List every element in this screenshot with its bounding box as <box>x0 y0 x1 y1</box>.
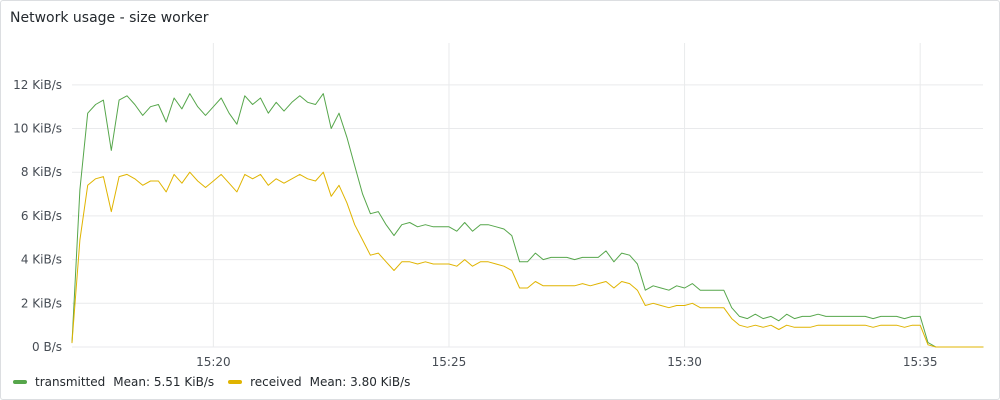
legend-item-received[interactable]: received Mean: 3.80 KiB/s <box>228 375 410 389</box>
y-tick-label: 0 B/s <box>32 340 62 354</box>
legend-mean-value: Mean: 5.51 KiB/s <box>113 375 215 389</box>
y-tick-label: 4 KiB/s <box>21 253 62 267</box>
y-tick-label: 12 KiB/s <box>13 78 62 92</box>
x-tick-label: 15:30 <box>667 355 702 369</box>
y-tick-label: 8 KiB/s <box>21 165 62 179</box>
panel-title: Network usage - size worker <box>10 10 209 26</box>
y-tick-label: 10 KiB/s <box>13 122 62 136</box>
legend-series-name: transmitted <box>35 375 106 389</box>
series-line-transmitted[interactable] <box>71 93 984 348</box>
legend-swatch <box>228 380 243 384</box>
legend: transmitted Mean: 5.51 KiB/s received Mean:… <box>13 373 424 391</box>
legend-mean-value: Mean: 3.80 KiB/s <box>309 375 411 389</box>
x-tick-label: 15:25 <box>432 355 467 369</box>
y-tick-label: 2 KiB/s <box>21 296 62 310</box>
legend-item-transmitted[interactable]: transmitted Mean: 5.51 KiB/s <box>13 375 214 389</box>
series-line-received[interactable] <box>71 171 984 348</box>
panel-header[interactable]: Network usage - size worker <box>10 8 208 28</box>
x-tick-label: 15:20 <box>196 355 231 369</box>
y-tick-label: 6 KiB/s <box>21 209 62 223</box>
x-tick-label: 15:35 <box>903 355 938 369</box>
legend-series-name: received <box>250 375 302 389</box>
legend-swatch <box>13 380 27 384</box>
